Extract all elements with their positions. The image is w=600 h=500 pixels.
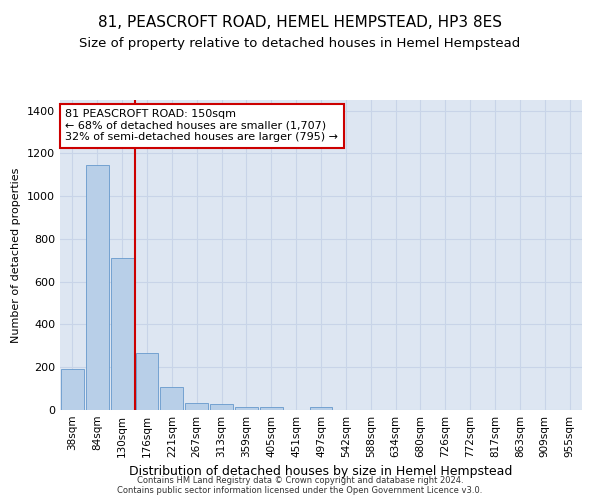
Text: 81 PEASCROFT ROAD: 150sqm
← 68% of detached houses are smaller (1,707)
32% of se: 81 PEASCROFT ROAD: 150sqm ← 68% of detac… xyxy=(65,110,338,142)
Bar xyxy=(136,352,158,410)
Bar xyxy=(210,404,233,410)
Y-axis label: Number of detached properties: Number of detached properties xyxy=(11,168,22,342)
Bar xyxy=(111,258,134,410)
Bar xyxy=(235,407,258,410)
Bar xyxy=(260,407,283,410)
Bar xyxy=(310,407,332,410)
Bar xyxy=(86,165,109,410)
Text: 81, PEASCROFT ROAD, HEMEL HEMPSTEAD, HP3 8ES: 81, PEASCROFT ROAD, HEMEL HEMPSTEAD, HP3… xyxy=(98,15,502,30)
Bar xyxy=(185,402,208,410)
Bar xyxy=(61,368,84,410)
Bar xyxy=(160,387,183,410)
X-axis label: Distribution of detached houses by size in Hemel Hempstead: Distribution of detached houses by size … xyxy=(130,466,512,478)
Text: Contains HM Land Registry data © Crown copyright and database right 2024.
Contai: Contains HM Land Registry data © Crown c… xyxy=(118,476,482,495)
Text: Size of property relative to detached houses in Hemel Hempstead: Size of property relative to detached ho… xyxy=(79,38,521,51)
